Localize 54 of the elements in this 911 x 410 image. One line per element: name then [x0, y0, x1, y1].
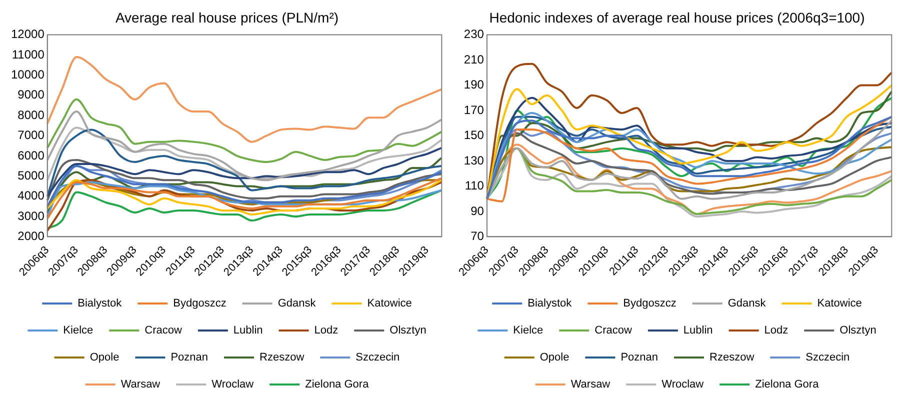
y-tick-label: 6000 — [18, 148, 45, 162]
y-tick-label: 90 — [470, 204, 484, 218]
legend-label: Wroclaw — [212, 378, 254, 391]
legend-label: Olsztyn — [840, 324, 876, 337]
legend-label: Gdansk — [278, 298, 316, 310]
legend-label: Rzeszow — [710, 352, 754, 364]
legend-label: Zielona Gora — [305, 378, 370, 391]
legend-label: Poznan — [170, 352, 208, 364]
chart-title: Average real house prices (PLN/m²) — [115, 9, 339, 26]
y-tick-label: 190 — [464, 78, 484, 92]
y-tick-label: 110 — [464, 178, 484, 193]
legend-label: Gdansk — [728, 298, 766, 310]
legend-label: Warsaw — [570, 378, 610, 391]
y-tick-label: 5000 — [18, 168, 45, 182]
legend-label: Lodz — [764, 324, 788, 337]
y-tick-label: 12000 — [10, 27, 45, 42]
legend-label: Bydgoszcz — [623, 298, 676, 310]
legend-label: Kielce — [63, 324, 94, 337]
legend-label: Opole — [540, 352, 570, 364]
legend-label: Szczecin — [356, 352, 400, 364]
legend-label: Lublin — [233, 324, 263, 337]
legend-label: Cracow — [144, 324, 182, 337]
y-tick-label: 7000 — [18, 128, 45, 142]
y-tick-label: 2000 — [18, 229, 45, 244]
y-tick-label: 170 — [464, 102, 484, 117]
legend-label: Zielona Gora — [755, 378, 820, 391]
y-tick-label: 210 — [464, 52, 484, 66]
legend-label: Bydgoszcz — [173, 298, 226, 310]
chart-title: Hedonic indexes of average real house prices (2006q3=100) — [489, 9, 865, 26]
y-tick-label: 230 — [464, 27, 484, 42]
legend-label: Wroclaw — [662, 378, 704, 391]
legend-label: Olsztyn — [390, 324, 426, 337]
y-tick-label: 9000 — [18, 88, 45, 102]
legend-label: Bialystok — [528, 298, 572, 310]
y-tick-label: 150 — [464, 128, 484, 142]
y-tick-label: 70 — [470, 229, 484, 244]
legend-label: Cracow — [594, 324, 632, 337]
legend-label: Warsaw — [120, 378, 160, 391]
legend-label: Bialystok — [78, 298, 122, 310]
y-tick-label: 10000 — [10, 67, 45, 82]
legend-label: Poznan — [620, 352, 658, 364]
y-tick-label: 4000 — [18, 188, 45, 203]
legend-label: Szczecin — [806, 352, 850, 364]
legend-label: Lodz — [314, 324, 338, 337]
y-tick-label: 3000 — [18, 208, 45, 223]
legend-label: Katowice — [817, 298, 862, 310]
y-tick-label: 8000 — [18, 108, 45, 122]
y-tick-label: 11000 — [12, 47, 45, 62]
legend-label: Katowice — [367, 298, 412, 310]
y-tick-label: 130 — [464, 153, 484, 168]
legend-label: Lublin — [683, 324, 713, 337]
legend-label: Kielce — [513, 324, 544, 337]
legend-label: Rzeszow — [260, 352, 304, 364]
legend-label: Opole — [90, 352, 120, 364]
